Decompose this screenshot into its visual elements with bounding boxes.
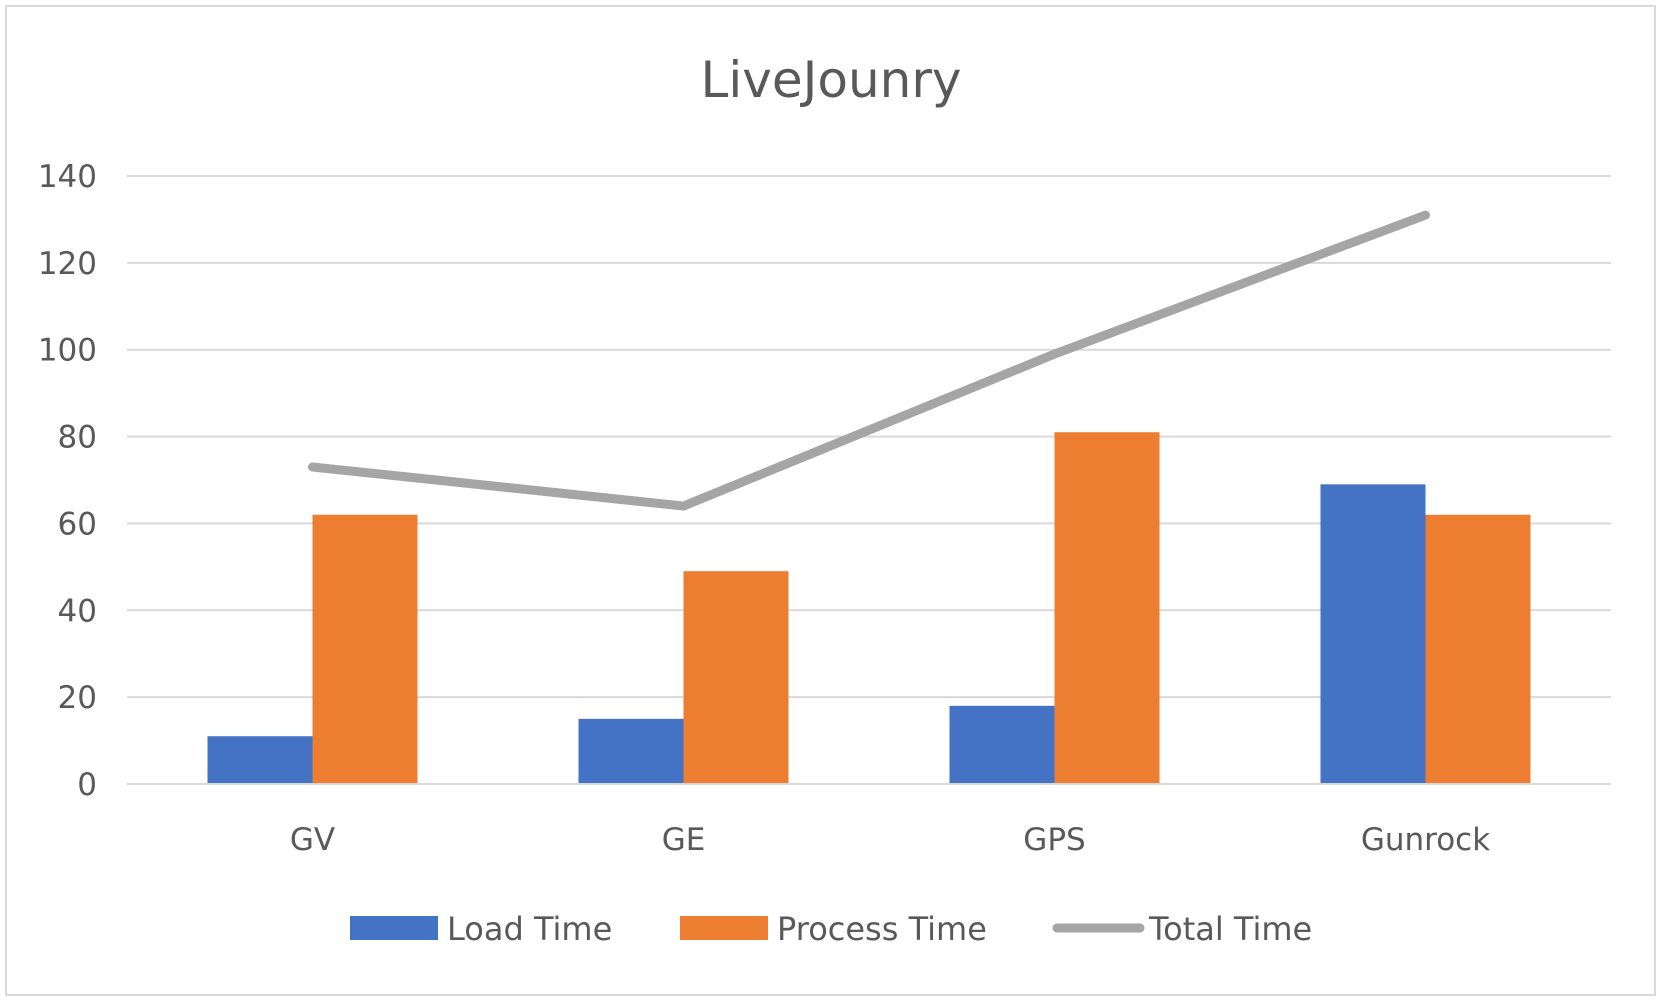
y-tick-label-100: 100	[38, 333, 97, 369]
bar-process-time-gunrock	[1425, 514, 1531, 784]
bar-process-time-ge	[683, 571, 789, 784]
line-series	[308, 210, 1430, 511]
legend-label-total-time: Total Time	[1148, 910, 1312, 948]
y-tick-label-60: 60	[58, 506, 97, 542]
y-tick-label-140: 140	[38, 159, 97, 195]
bar-process-time-gv	[312, 514, 418, 784]
legend-label-process-time: Process Time	[777, 910, 987, 948]
bar-process-time-gps	[1054, 432, 1160, 784]
y-tick-label-40: 40	[58, 593, 97, 629]
bar-load-time-ge	[578, 718, 684, 784]
bar-load-time-gunrock	[1320, 484, 1426, 784]
bars	[207, 432, 1531, 784]
x-tick-label-gv: GV	[290, 822, 335, 858]
x-tick-label-gps: GPS	[1023, 822, 1085, 858]
legend: Load Time Process Time Total Time	[350, 910, 1312, 948]
y-axis-ticks: 0 20 40 60 80 100 120 140	[38, 159, 97, 803]
y-tick-label-120: 120	[38, 246, 97, 282]
line-total-time	[308, 210, 1430, 511]
x-tick-label-gunrock: Gunrock	[1361, 822, 1490, 858]
y-tick-label-80: 80	[58, 420, 97, 456]
bar-load-time-gps	[949, 705, 1055, 784]
x-axis-ticks: GV GE GPS Gunrock	[290, 822, 1490, 858]
x-tick-label-ge: GE	[662, 822, 706, 858]
chart-title: LiveJounry	[701, 51, 962, 109]
y-tick-label-20: 20	[58, 680, 97, 716]
y-tick-label-0: 0	[77, 767, 97, 803]
legend-swatch-load-time	[350, 916, 438, 940]
legend-swatch-process-time	[680, 916, 768, 940]
legend-label-load-time: Load Time	[447, 910, 612, 948]
bar-load-time-gv	[207, 736, 313, 784]
